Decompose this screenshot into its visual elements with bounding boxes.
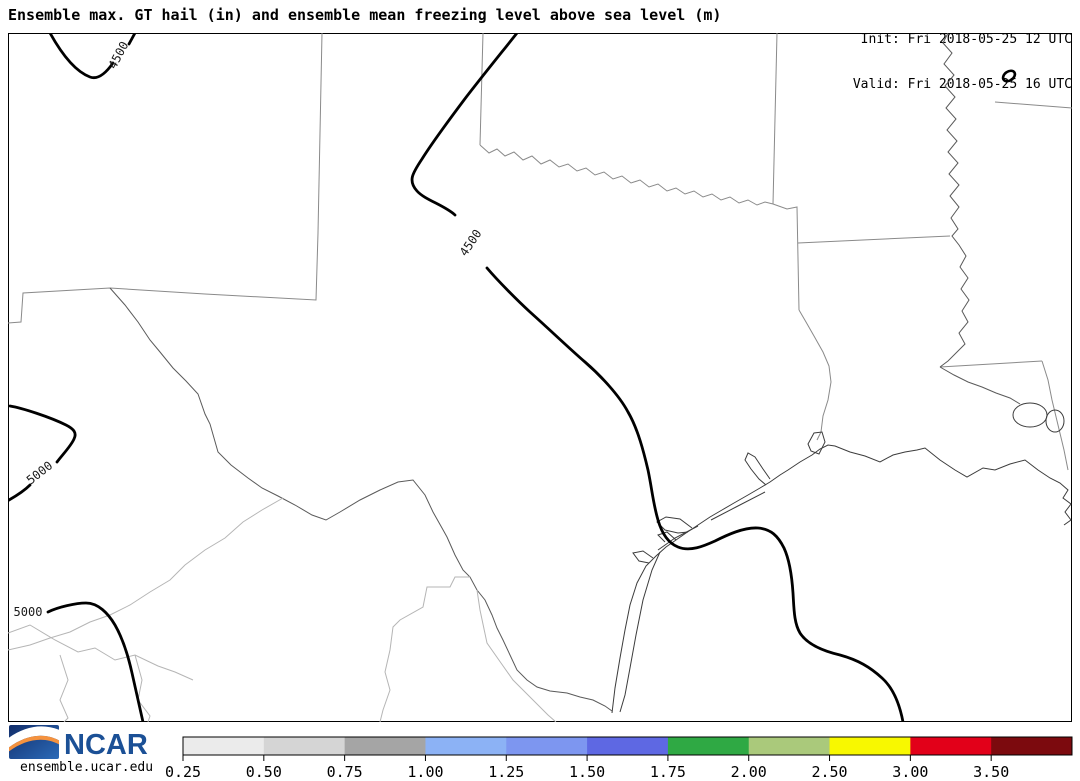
contour-label-4500-b: 4500 [457, 227, 485, 259]
colorbar-segment [910, 737, 992, 755]
contour-4500-main-lower [485, 266, 905, 722]
contour-4500-northwest-tail [127, 33, 137, 46]
init-time: Init: Fri 2018-05-25 12 UTC [860, 32, 1072, 47]
map-frame [8, 33, 1072, 722]
rivers [109, 33, 1021, 712]
page-title: Ensemble max. GT hail (in) and ensemble … [8, 6, 722, 24]
colorbar-tick-label: 0.75 [327, 763, 363, 781]
colorbar-tick-label: 2.50 [811, 763, 847, 781]
contour-label-5000-a: 5000 [24, 458, 55, 487]
colorbar-segment [425, 737, 507, 755]
coastline [611, 402, 1072, 714]
colorbar-segment [667, 737, 750, 755]
colorbar-tick-label: 1.50 [569, 763, 605, 781]
colorbar-tick-label: 0.50 [246, 763, 282, 781]
ncar-logo: NCAR [9, 725, 148, 760]
contour-5000-southwest [46, 601, 145, 722]
colorbar-segment [748, 737, 831, 755]
colorbar-tick-label: 1.25 [488, 763, 524, 781]
run-info: Init: Fri 2018-05-25 12 UTC Valid: Fri 2… [853, 2, 1072, 122]
mexico-borders [8, 497, 557, 722]
ncar-logo-mark [9, 725, 59, 759]
contour-label-4500-a: 4500 [106, 39, 132, 71]
contour-4500-main-upper [410, 33, 519, 217]
colorbar-segment [344, 737, 426, 755]
contour-4500-northwest [48, 33, 115, 80]
colorbar-segment [829, 737, 911, 755]
colorbar-tick-label: 3.50 [973, 763, 1009, 781]
site-url: ensemble.ucar.edu [20, 760, 154, 775]
contour-label-5000-b: 5000 [14, 605, 43, 619]
freezing-level-contours [8, 33, 1017, 722]
colorbar-segment [506, 737, 588, 755]
colorbar-tick-label: 0.25 [165, 763, 201, 781]
colorbar-tick-label: 1.75 [650, 763, 686, 781]
contour-labels: 4500 4500 5000 5000 [14, 39, 485, 619]
contour-4500-closed-ring [1001, 69, 1017, 83]
valid-time: Valid: Fri 2018-05-25 16 UTC [852, 77, 1072, 92]
state-borders [8, 33, 1072, 471]
forecast-map: 4500 4500 5000 5000 [8, 33, 1072, 722]
colorbar-tick-label: 3.00 [892, 763, 928, 781]
colorbar-tick-label: 1.00 [407, 763, 443, 781]
hail-colorbar: 0.25 0.50 0.75 1.00 1.25 1.50 1.75 2.00 2.50 3.00… [165, 736, 1073, 781]
colorbar-border [182, 736, 1073, 756]
contour-5000-west-upper [8, 404, 77, 464]
contour-5000-west-lower [8, 483, 32, 502]
colorbar-segment [991, 737, 1073, 755]
colorbar-tick-label: 2.00 [731, 763, 767, 781]
colorbar-segment [587, 737, 669, 755]
colorbar-segment [263, 737, 346, 755]
ncar-logo-text: NCAR [64, 729, 148, 760]
colorbar-segment [183, 737, 265, 755]
